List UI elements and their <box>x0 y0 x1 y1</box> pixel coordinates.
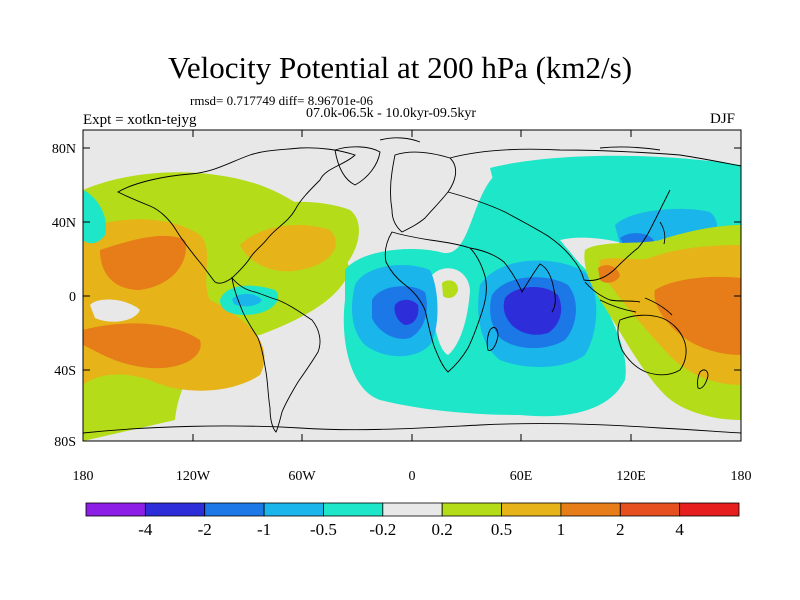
x-tick-label-180e: 180 <box>731 469 752 484</box>
experiment-label: Expt = xotkn-tejyg <box>83 112 197 128</box>
colorbar-swatch <box>263 502 324 517</box>
field-pos3-east <box>654 276 741 355</box>
field-neutral-ring-inner <box>103 306 125 317</box>
colorbar-label: 0.2 <box>432 520 453 539</box>
x-tick-label-120w: 120W <box>176 469 211 484</box>
field-pos2-atlantic <box>240 225 336 272</box>
x-tick-label-0: 0 <box>409 469 416 484</box>
y-axis <box>83 147 741 442</box>
y-tick-label-0: 0 <box>69 290 76 305</box>
colorbar-swatch <box>323 502 384 517</box>
colorbar-label: 4 <box>675 520 684 539</box>
coastlines <box>83 137 741 434</box>
colorbar-label: -0.5 <box>310 520 337 539</box>
colorbar-label: -4 <box>138 520 153 539</box>
y-tick-label-40s: 40S <box>54 364 76 379</box>
season-label: DJF <box>710 111 736 127</box>
colorbar-labels: -4 -2 -1 -0.5 -0.2 0.2 0.5 1 2 4 <box>138 520 684 539</box>
colorbar-label: -2 <box>198 520 212 539</box>
colorbar-swatch <box>501 502 562 517</box>
colorbar-swatch <box>85 502 146 517</box>
y-tick-label-80s: 80S <box>54 435 76 450</box>
x-tick-label-60w: 60W <box>288 469 316 484</box>
period-subtitle: 07.0k-06.5k - 10.0kyr-09.5kyr <box>306 106 477 121</box>
colorbar-label: -0.2 <box>369 520 396 539</box>
field-neg4-west <box>394 299 419 325</box>
stats-subtitle: rmsd= 0.717749 diff= 8.96701e-06 <box>190 93 374 108</box>
colorbar-swatch <box>619 502 681 517</box>
field-neg1-nw-edge <box>83 190 106 244</box>
field-neg4-east <box>503 287 562 335</box>
y-tick-label-40n: 40N <box>52 216 76 231</box>
field-neg1-arctic <box>490 155 741 190</box>
colorbar-swatch <box>144 502 206 517</box>
colorbar-label: 1 <box>557 520 566 539</box>
colorbar-label: -1 <box>257 520 271 539</box>
colorbar <box>85 502 740 517</box>
x-tick-label-60e: 60E <box>510 469 533 484</box>
colorbar-label: 0.5 <box>491 520 512 539</box>
colorbar-swatch <box>560 502 621 517</box>
x-tick-label-120e: 120E <box>616 469 646 484</box>
colorbar-label: 2 <box>616 520 625 539</box>
field-neutral-africa <box>432 268 470 355</box>
field-pos3-pacific-south <box>83 323 201 369</box>
colorbar-swatch <box>204 502 265 517</box>
plot-title: Velocity Potential at 200 hPa (km2/s) <box>167 50 633 85</box>
colorbar-swatch <box>679 502 740 517</box>
velocity-potential-field <box>83 130 741 441</box>
x-axis <box>82 130 742 441</box>
field-pos3-pacific-north <box>100 235 186 290</box>
colorbar-swatch <box>441 502 502 517</box>
field-pos1-africa <box>442 280 458 298</box>
x-tick-label-180w: 180 <box>73 469 94 484</box>
colorbar-swatch <box>382 502 443 517</box>
y-tick-label-80n: 80N <box>52 142 76 157</box>
